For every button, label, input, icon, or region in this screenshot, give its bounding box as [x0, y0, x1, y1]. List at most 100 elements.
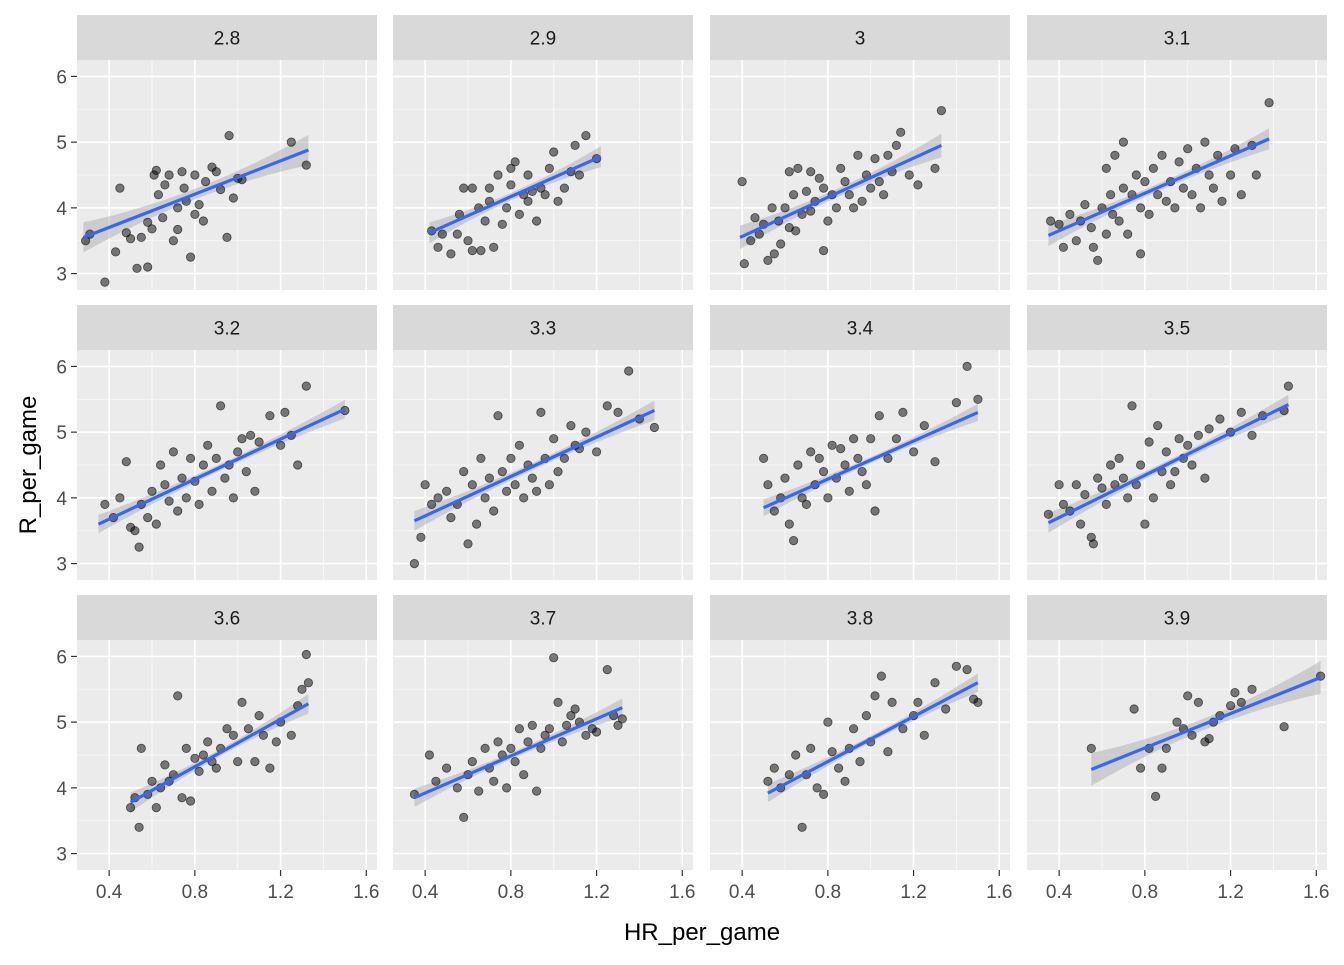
data-point	[746, 236, 756, 246]
data-point	[791, 750, 801, 760]
data-point	[467, 480, 477, 490]
regression-line	[428, 155, 602, 235]
data-point	[275, 440, 286, 450]
data-point	[1200, 473, 1210, 483]
data-point	[1108, 209, 1118, 219]
data-point	[1148, 163, 1159, 173]
data-point	[190, 170, 200, 180]
data-point	[549, 434, 559, 444]
data-point	[303, 678, 313, 688]
data-point	[250, 756, 260, 767]
data-point	[1101, 229, 1111, 239]
data-point	[649, 422, 660, 433]
data-point	[818, 466, 829, 477]
data-point	[243, 724, 253, 734]
data-point	[891, 140, 902, 150]
data-point	[549, 653, 559, 663]
data-point	[818, 246, 829, 256]
data-point	[823, 717, 833, 727]
data-point	[258, 730, 268, 740]
data-point	[553, 697, 563, 708]
data-point	[1170, 203, 1180, 213]
data-point	[233, 447, 243, 457]
regression-line	[1047, 403, 1290, 525]
data-point	[866, 434, 876, 444]
data-point	[1174, 157, 1184, 167]
data-point	[1148, 493, 1159, 503]
data-point	[784, 167, 794, 177]
data-point	[827, 747, 837, 757]
y-tick-label: 4	[56, 199, 67, 220]
data-point	[459, 183, 469, 193]
data-point	[476, 246, 486, 256]
data-point	[840, 177, 850, 187]
data-point	[265, 411, 275, 421]
data-point	[844, 190, 854, 200]
data-point	[501, 203, 512, 213]
data-point	[1058, 242, 1069, 252]
data-point	[831, 203, 842, 213]
data-point	[788, 535, 799, 546]
facet-strip-label: 3.1	[1164, 29, 1190, 50]
data-point	[527, 473, 537, 483]
data-point	[1236, 407, 1246, 417]
regression-line	[1047, 137, 1270, 237]
data-point	[501, 486, 512, 496]
data-point	[493, 411, 503, 421]
data-point	[228, 730, 238, 740]
regression-line	[762, 410, 979, 510]
data-point	[591, 727, 602, 737]
data-point	[286, 137, 296, 147]
data-point	[173, 691, 183, 701]
data-point	[121, 457, 131, 467]
data-point	[1187, 460, 1197, 470]
data-point	[1076, 519, 1086, 529]
data-point	[1174, 434, 1184, 444]
data-point	[1161, 196, 1171, 206]
data-point	[198, 216, 208, 226]
regression-line	[767, 681, 979, 795]
data-point	[1183, 144, 1193, 154]
data-point	[913, 697, 923, 708]
facet-strip-label: 3.6	[214, 609, 240, 630]
regression-line	[739, 143, 943, 239]
data-point	[1136, 460, 1146, 470]
y-tick-label: 5	[56, 713, 67, 734]
facet-strip-label: 3	[855, 29, 866, 50]
data-point	[602, 664, 612, 675]
data-point	[1193, 697, 1204, 708]
data-point	[1080, 200, 1090, 210]
data-point	[160, 180, 170, 190]
data-point	[836, 443, 846, 454]
facet-panel: 3.7 0.4 0.8 1.2 1.6	[393, 595, 695, 903]
data-point	[1151, 791, 1161, 802]
data-point	[919, 730, 929, 740]
data-point	[134, 822, 144, 832]
data-point	[1065, 209, 1075, 219]
facet-strip-label: 3.8	[847, 609, 873, 630]
data-point	[848, 203, 859, 213]
data-point	[823, 493, 833, 503]
data-point	[506, 163, 516, 173]
data-point	[151, 165, 161, 175]
data-point	[898, 407, 908, 417]
data-point	[286, 730, 296, 740]
data-point	[840, 460, 850, 470]
data-point	[1118, 183, 1129, 193]
data-point	[883, 747, 893, 757]
data-point	[769, 506, 779, 516]
data-point	[557, 737, 567, 747]
data-point	[1093, 255, 1103, 265]
regression-line	[129, 702, 310, 804]
data-point	[973, 394, 983, 404]
data-point	[1106, 460, 1116, 470]
data-point	[763, 480, 773, 490]
data-point	[951, 661, 962, 671]
data-point	[613, 720, 623, 731]
x-tick-label: 0.4	[1046, 882, 1073, 903]
data-point	[433, 493, 443, 503]
data-point	[143, 512, 153, 523]
data-point	[1236, 697, 1246, 708]
data-point	[246, 430, 256, 440]
data-point	[1101, 163, 1111, 173]
